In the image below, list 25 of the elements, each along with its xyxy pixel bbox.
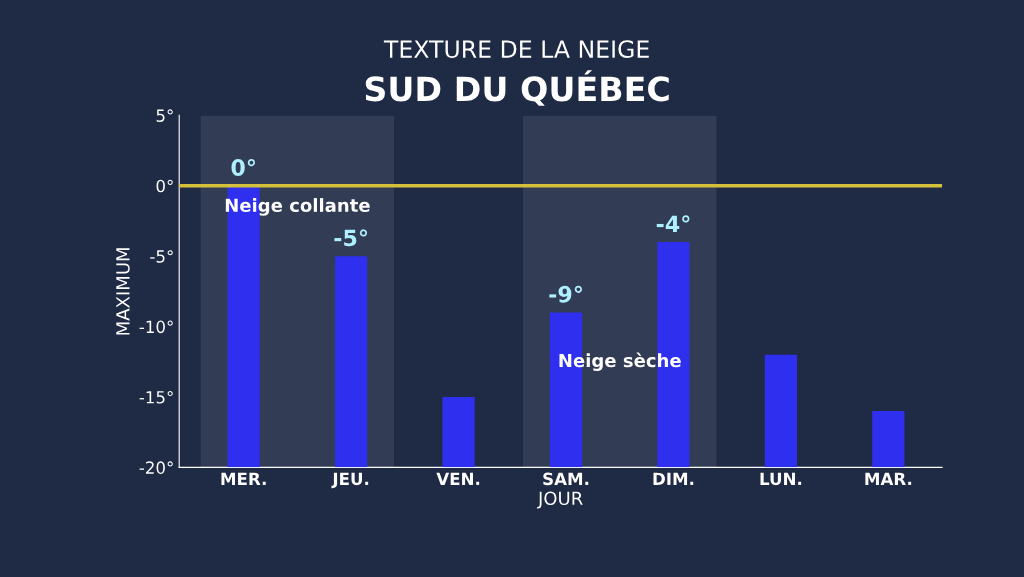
x-tick-label: LUN. — [760, 472, 802, 486]
chart-title: TEXTURE DE LA NEIGE — [383, 40, 649, 59]
chart-subtitle: SUD DU QUÉBEC — [365, 70, 669, 106]
bar — [764, 354, 798, 468]
x-tick-label: SAM. — [543, 472, 589, 486]
y-tick-label: -10° — [139, 320, 173, 334]
x-tick-label: MAR. — [865, 472, 912, 485]
x-tick-label: VEN. — [436, 472, 480, 485]
y-tick-label: -5° — [150, 250, 173, 263]
y-axis-title: MAXIMUM — [116, 248, 130, 335]
data-label: -5° — [334, 229, 368, 247]
data-label: 0° — [231, 158, 255, 176]
bar — [442, 396, 475, 468]
y-tick-label: -20° — [139, 461, 173, 474]
bar — [335, 256, 368, 468]
y-tick-label: 5° — [156, 109, 173, 122]
x-tick-label: JEU. — [331, 472, 369, 489]
x-axis-title: JOUR — [537, 491, 583, 509]
x-tick-label: MER. — [221, 472, 266, 485]
x-tick-label: DIM. — [653, 472, 694, 485]
y-tick-label: -15° — [139, 390, 173, 404]
bar — [872, 411, 905, 468]
data-label: -9° — [549, 285, 582, 303]
data-label: -4° — [656, 215, 690, 232]
y-tick-label: 0° — [156, 179, 173, 193]
